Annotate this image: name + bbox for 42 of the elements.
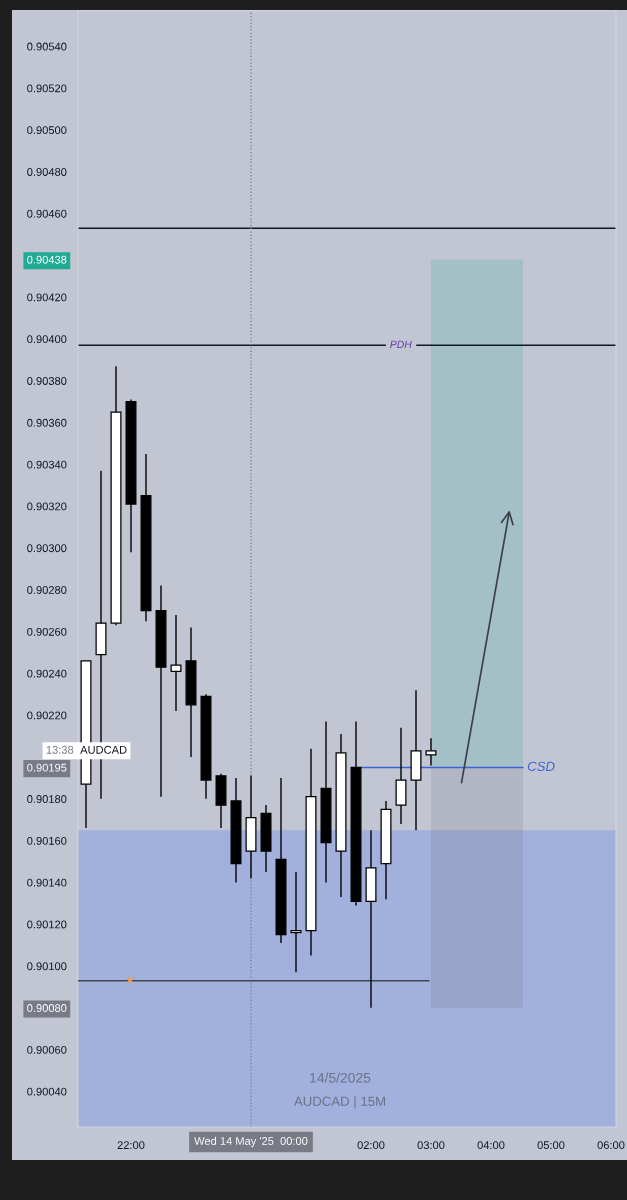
x-tick-label: 03:00: [417, 1141, 445, 1150]
y-tick-label: 0.90180: [27, 795, 67, 803]
x-tick-label: 02:00: [357, 1141, 385, 1150]
y-tick-label: 0.90340: [27, 460, 67, 469]
y-tick-label: 0.90500: [27, 126, 67, 135]
candlestick: [425, 737, 437, 767]
legend-label: AUDCAD: [80, 745, 127, 754]
y-tick-label: 0.90400: [27, 335, 67, 344]
y-tick-label: 0.90120: [27, 920, 67, 929]
y-tick-label: 0.90420: [27, 293, 67, 302]
y-tick-label: 0.90520: [27, 84, 67, 93]
y-tick-label: 0.90195: [27, 763, 67, 772]
y-tick-label: 0.90360: [27, 418, 67, 427]
y-tick-label: 0.90080: [27, 1004, 67, 1012]
x-tick-label: 06:00: [597, 1141, 625, 1150]
series-label: CSD: [527, 761, 555, 772]
y-tick-label: 0.90540: [27, 42, 67, 51]
y-tick-label: 0.90320: [27, 502, 67, 511]
annotation: 14/5/2025: [310, 1072, 371, 1083]
y-tick-label: 0.90460: [27, 209, 67, 218]
y-tick-label: 0.90060: [27, 1045, 67, 1054]
y-tick-label: 0.90240: [27, 669, 67, 678]
annotation: AUDCAD | 15M: [293, 1096, 385, 1109]
text: 13:38: [46, 745, 74, 754]
x-tick-label: 04:00: [477, 1141, 505, 1150]
y-tick-label: 0.90140: [27, 878, 67, 887]
y-tick-label: 0.90220: [27, 711, 67, 720]
y-tick-label: 0.90280: [27, 586, 67, 594]
candlestick: [290, 871, 302, 974]
candlestick: [170, 614, 182, 712]
y-tick-label: 0.90300: [27, 544, 67, 553]
y-tick-label: 0.90260: [27, 627, 67, 636]
y-tick-label: 0.90480: [27, 168, 67, 176]
y-tick-label: 0.90380: [27, 377, 67, 385]
y-tick-label: 0.90160: [27, 836, 67, 845]
x-tick-label: 22:00: [117, 1141, 145, 1150]
ref-line-label: Wed 14 May '25 00:00: [194, 1136, 308, 1148]
y-tick-label: 0.90438: [27, 255, 67, 264]
y-tick-label: 0.90040: [27, 1087, 67, 1096]
x-tick-label: 05:00: [537, 1141, 565, 1150]
ref-line-label: PDH: [390, 340, 412, 348]
y-tick-label: 0.90100: [27, 962, 67, 971]
